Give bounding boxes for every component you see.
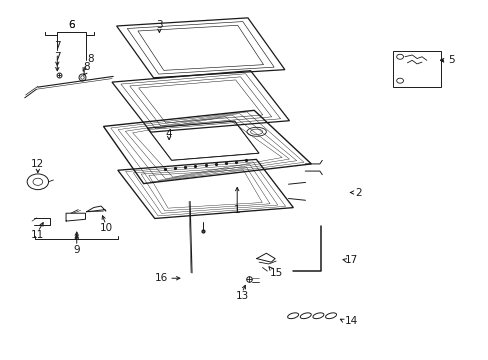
Text: 6: 6 bbox=[68, 19, 75, 30]
Text: 7: 7 bbox=[54, 41, 61, 51]
Text: 15: 15 bbox=[269, 268, 282, 278]
Text: 9: 9 bbox=[73, 245, 80, 255]
Text: 17: 17 bbox=[344, 255, 357, 265]
Bar bbox=[392, 51, 441, 87]
Text: 1: 1 bbox=[233, 205, 240, 215]
Text: 7: 7 bbox=[54, 52, 61, 62]
Text: 5: 5 bbox=[447, 55, 453, 65]
Text: 8: 8 bbox=[87, 54, 94, 64]
Text: 12: 12 bbox=[31, 159, 44, 169]
Text: 10: 10 bbox=[99, 223, 112, 233]
Text: 16: 16 bbox=[155, 273, 168, 283]
Text: 4: 4 bbox=[165, 129, 172, 139]
Text: 14: 14 bbox=[344, 316, 357, 326]
Text: 2: 2 bbox=[355, 188, 361, 198]
Text: 8: 8 bbox=[83, 63, 90, 72]
Text: 11: 11 bbox=[31, 230, 44, 240]
Text: 6: 6 bbox=[68, 19, 75, 30]
Text: 3: 3 bbox=[156, 19, 163, 30]
Text: 13: 13 bbox=[235, 291, 248, 301]
